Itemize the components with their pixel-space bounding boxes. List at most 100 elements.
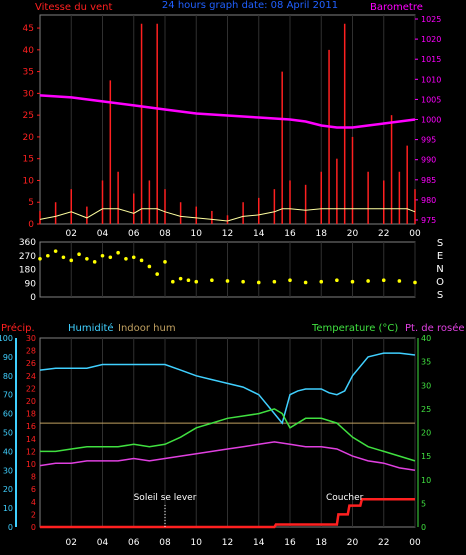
wind-x-tick: 18 (316, 229, 328, 239)
wind-y-tick: 35 (23, 68, 34, 78)
humidity-y-tick: 40 (3, 447, 13, 456)
wind-x-tick: 10 (191, 229, 203, 239)
temp-x-tick: 16 (284, 538, 296, 548)
precip-y-tick: 10 (26, 460, 36, 469)
humidity-y-tick: 30 (3, 466, 13, 475)
baro-y-tick: 980 (421, 196, 436, 205)
direction-point (61, 255, 66, 260)
wind-y-tick: 15 (23, 155, 34, 165)
direction-point (241, 279, 245, 284)
wind-x-tick: 08 (159, 229, 171, 239)
compass-letter: S (437, 238, 443, 249)
wind-x-tick: 16 (284, 229, 296, 239)
dewpoint-label: Pt. de rosée (405, 322, 465, 334)
direction-point (92, 260, 97, 264)
baro-y-tick: 1025 (421, 15, 441, 24)
temp-x-tick: 18 (316, 538, 328, 548)
direction-y-tick: 0 (30, 293, 36, 303)
temp-x-tick: 08 (159, 538, 171, 548)
compass-letter: N (436, 264, 443, 275)
wind-x-tick: 14 (253, 229, 265, 239)
precip-y-tick: 12 (26, 447, 36, 456)
baro-y-tick: 1000 (421, 116, 441, 125)
direction-point (46, 253, 50, 258)
temp-x-tick: 10 (191, 538, 203, 548)
precip-label: Précip. (1, 322, 35, 334)
precip-y-tick: 30 (26, 334, 36, 343)
sunrise-label: Soleil se lever (134, 493, 197, 503)
direction-point (288, 278, 292, 282)
compass-letter: E (437, 251, 443, 262)
temp-y-tick: 15 (421, 452, 431, 461)
direction-point (116, 250, 120, 255)
precip-y-tick: 8 (31, 473, 36, 482)
direction-point (186, 278, 191, 282)
baro-y-tick: 990 (421, 156, 436, 165)
temp-x-tick: 06 (128, 538, 140, 548)
precip-y-tick: 18 (26, 410, 36, 419)
humidity-y-tick: 80 (3, 372, 13, 381)
direction-point (413, 280, 417, 285)
barometer-line (39, 94, 416, 129)
precip-y-tick: 4 (31, 498, 36, 507)
temp-y-tick: 5 (421, 499, 426, 508)
precip-y-tick: 0 (31, 523, 36, 532)
baro-title: Barometre (370, 2, 423, 13)
precip-y-tick: 16 (26, 422, 36, 431)
temp-y-tick: 30 (421, 381, 431, 390)
direction-y-tick: 270 (19, 252, 36, 262)
precip-y-tick: 22 (26, 384, 36, 393)
wind-x-tick: 06 (128, 229, 140, 239)
direction-point (397, 279, 402, 283)
direction-point (155, 272, 159, 276)
baro-y-tick: 1005 (421, 95, 441, 104)
dewpoint-line (39, 441, 416, 472)
humidity-y-tick: 20 (3, 485, 13, 494)
direction-point (69, 258, 74, 263)
direction-y-tick: 360 (19, 238, 36, 248)
precip-y-tick: 14 (26, 435, 36, 444)
humidity-y-tick: 10 (3, 504, 13, 513)
temp-y-tick: 35 (421, 358, 431, 367)
direction-point (85, 257, 89, 261)
humidity-y-tick: 70 (3, 391, 13, 400)
direction-point (139, 258, 144, 263)
humidity-line (39, 352, 416, 425)
direction-point (100, 253, 105, 258)
temp-x-tick: 04 (97, 538, 109, 548)
humidity-label: Humidité (68, 322, 114, 334)
direction-point (124, 257, 128, 261)
direction-point (272, 279, 277, 284)
direction-point (53, 249, 58, 253)
temp-x-tick: 12 (222, 538, 233, 548)
direction-point (335, 278, 339, 282)
direction-point (147, 264, 152, 269)
wind-y-tick: 40 (23, 46, 35, 56)
wind-y-tick: 10 (23, 176, 35, 186)
precip-y-tick: 20 (26, 397, 36, 406)
wind-y-tick: 25 (23, 111, 34, 121)
direction-y-tick: 90 (25, 279, 37, 289)
wind-x-tick: 04 (97, 229, 109, 239)
temp-y-tick: 10 (421, 476, 431, 485)
wind-y-tick: 5 (28, 198, 34, 208)
direction-point (131, 255, 136, 260)
baro-y-tick: 1015 (421, 55, 441, 64)
wind-x-tick: 02 (66, 229, 77, 239)
direction-point (194, 279, 199, 284)
direction-point (319, 279, 324, 284)
humidity-y-tick: 90 (3, 353, 13, 362)
temp-x-tick: 22 (378, 538, 389, 548)
humidity-y-tick: 0 (8, 523, 13, 532)
direction-point (381, 278, 386, 282)
precip-line (40, 498, 415, 529)
chart-title: 24 hours graph date: 08 April 2011 (162, 0, 338, 11)
precip-y-tick: 2 (31, 510, 36, 519)
temp-y-tick: 25 (421, 405, 431, 414)
sunset-label: Coucher (326, 493, 364, 503)
humidity-y-tick: 50 (3, 429, 13, 438)
compass-letter: S (437, 290, 443, 301)
humidity-y-tick: 100 (0, 334, 13, 343)
direction-point (108, 255, 113, 260)
direction-point (256, 280, 261, 285)
